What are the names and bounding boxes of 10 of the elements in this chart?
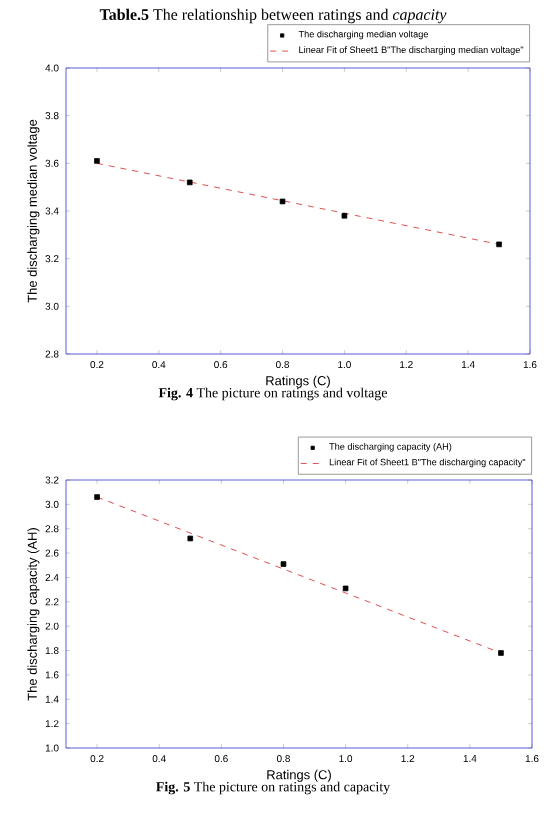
point: [341, 212, 348, 219]
point: [496, 241, 502, 248]
point: [498, 650, 504, 656]
point: [279, 198, 286, 205]
point: [186, 179, 193, 186]
point: [94, 494, 100, 500]
point: [280, 561, 287, 567]
point: [187, 535, 194, 542]
point: [94, 158, 100, 164]
point: [342, 585, 349, 592]
